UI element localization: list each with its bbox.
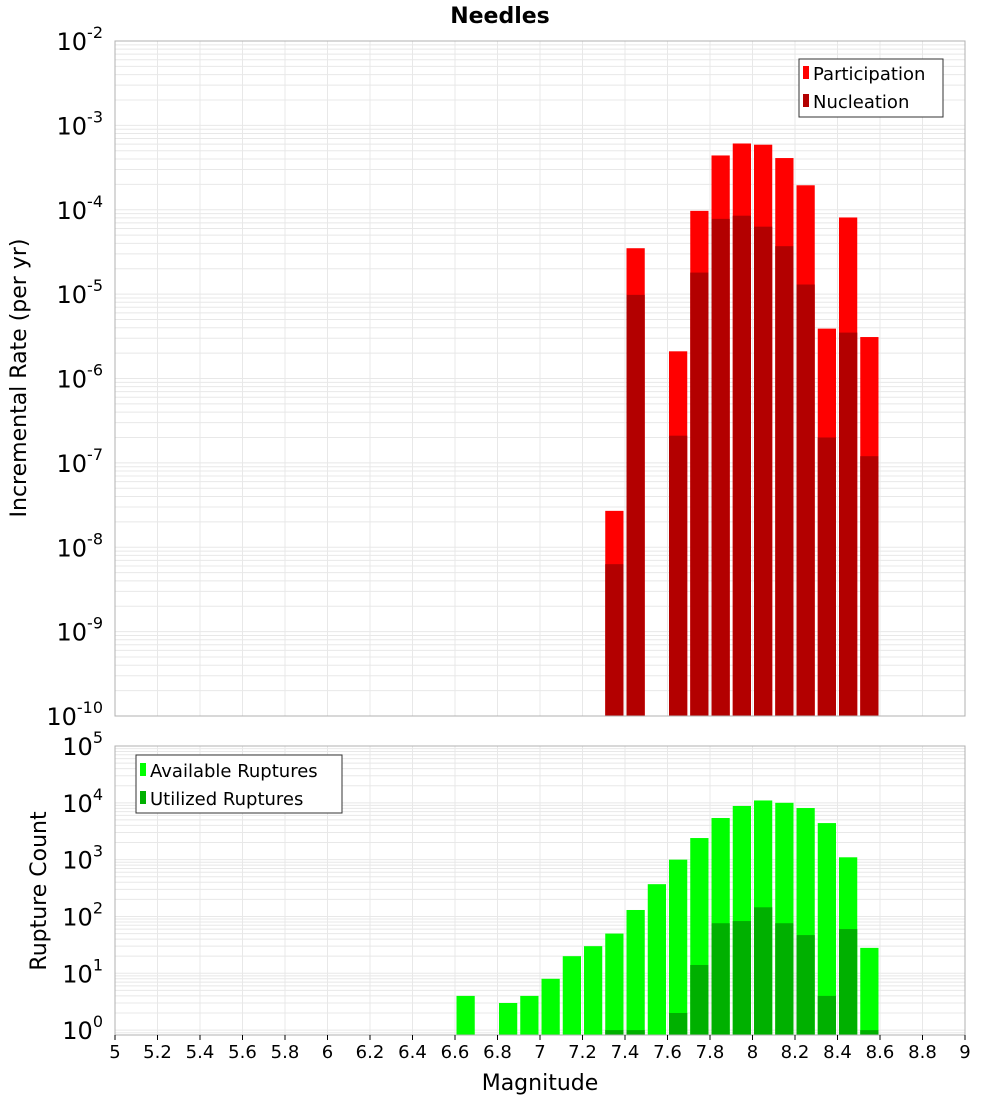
x-ticks: 5 5.2 5.4 5.6 5.8 6 6.2 6.4 6.6 6.8 7 7.2 7.4 7.6 7.8 8… <box>109 1035 971 1063</box>
legend-label-nucleation: Nucleation <box>813 92 909 113</box>
bottom-bar-available-ruptures <box>456 995 475 1035</box>
top-plot-frame <box>114 40 966 717</box>
x-tick-label: 5.2 <box>143 1042 172 1063</box>
bottom-bar-available-ruptures <box>499 1002 518 1035</box>
bottom-bar-utilized-ruptures <box>732 921 751 1035</box>
bottom-bar-available-ruptures <box>541 978 560 1035</box>
bottom-bar-utilized-ruptures <box>690 964 709 1035</box>
x-tick-label: 6.4 <box>398 1042 427 1063</box>
top-bar-nucleation <box>817 437 836 716</box>
bottom-bars <box>456 800 879 1035</box>
top-bar-nucleation <box>775 246 794 716</box>
top-bar-nucleation <box>605 564 624 716</box>
top-legend: Participation Nucleation <box>798 58 944 118</box>
top-bar-nucleation <box>711 218 730 716</box>
bottom-y-ticks: 105 104 103 102 101 100 <box>62 728 103 1045</box>
x-tick-label: 5.6 <box>228 1042 257 1063</box>
bottom-bar-utilized-ruptures <box>669 1012 688 1035</box>
bottom-y-tick-label: 101 <box>62 955 103 988</box>
bottom-y-tick-label: 102 <box>62 898 103 931</box>
legend-label-participation: Participation <box>813 64 925 85</box>
bottom-bar-available-ruptures <box>669 859 688 1035</box>
top-y-tick-label: 10-8 <box>57 529 104 562</box>
top-bar-nucleation <box>860 456 879 716</box>
bottom-bar-available-ruptures <box>605 933 624 1035</box>
bottom-bar-available-ruptures <box>562 956 581 1035</box>
top-y-tick-label: 10-6 <box>57 361 104 394</box>
x-tick-label: 7.4 <box>611 1042 640 1063</box>
x-tick-label: 5.4 <box>186 1042 215 1063</box>
bottom-bar-utilized-ruptures <box>839 929 858 1035</box>
bottom-bar-utilized-ruptures <box>817 995 836 1035</box>
top-y-tick-label: 10-2 <box>57 23 104 56</box>
x-tick-label: 6.6 <box>441 1042 470 1063</box>
legend-swatch-utilized <box>140 791 146 804</box>
top-y-ticks: 10-2 10-3 10-4 10-5 10-6 10-7 10-8 10-9 10-10 <box>46 23 103 731</box>
top-bar-nucleation <box>690 272 709 716</box>
x-tick-label: 6.2 <box>356 1042 385 1063</box>
bottom-bar-utilized-ruptures <box>796 935 815 1035</box>
bottom-y-tick-label: 105 <box>62 728 103 761</box>
top-bar-nucleation <box>732 215 751 717</box>
x-tick-label: 7 <box>534 1042 545 1063</box>
x-axis-label: Magnitude <box>482 1071 599 1096</box>
x-tick-label: 5 <box>109 1042 120 1063</box>
x-tick-label: 5.8 <box>271 1042 300 1063</box>
legend-label-utilized: Utilized Ruptures <box>150 789 303 810</box>
bottom-y-axis-label: Rupture Count <box>27 811 52 971</box>
bottom-bar-utilized-ruptures <box>605 1030 624 1035</box>
bottom-bar-available-ruptures <box>626 909 645 1035</box>
x-tick-label: 6.8 <box>483 1042 512 1063</box>
bottom-bar-available-ruptures <box>584 946 603 1035</box>
bottom-bar-utilized-ruptures <box>775 923 794 1035</box>
top-y-tick-label: 10-9 <box>57 614 104 647</box>
top-bar-nucleation <box>754 226 773 716</box>
top-y-tick-label: 10-3 <box>57 107 104 140</box>
legend-swatch-available <box>140 763 146 776</box>
top-y-tick-label: 10-4 <box>57 192 104 225</box>
bottom-bar-utilized-ruptures <box>860 1030 879 1035</box>
x-tick-label: 8.8 <box>908 1042 937 1063</box>
bottom-legend: Available Ruptures Utilized Ruptures <box>135 754 343 814</box>
bottom-y-tick-label: 100 <box>62 1012 103 1045</box>
bottom-bar-available-ruptures <box>860 947 879 1035</box>
bottom-bar-utilized-ruptures <box>711 923 730 1035</box>
top-bars <box>605 143 879 717</box>
top-y-tick-label: 10-10 <box>46 698 103 731</box>
top-y-tick-label: 10-5 <box>57 276 104 309</box>
chart-title: Needles <box>450 4 550 29</box>
legend-swatch-participation <box>803 66 809 79</box>
bottom-bar-utilized-ruptures <box>754 907 773 1035</box>
x-tick-label: 7.6 <box>653 1042 682 1063</box>
bottom-y-tick-label: 103 <box>62 842 103 875</box>
x-tick-label: 8.2 <box>781 1042 810 1063</box>
bottom-bar-available-ruptures <box>817 823 836 1035</box>
x-tick-label: 8.6 <box>866 1042 895 1063</box>
x-tick-label: 8 <box>747 1042 758 1063</box>
x-tick-label: 7.2 <box>568 1042 597 1063</box>
top-bar-nucleation <box>626 294 645 716</box>
x-tick-label: 8.4 <box>823 1042 852 1063</box>
x-tick-label: 7.8 <box>696 1042 725 1063</box>
bottom-bar-available-ruptures <box>520 995 539 1035</box>
top-bar-nucleation <box>669 435 688 716</box>
top-bar-nucleation <box>839 332 858 716</box>
legend-swatch-nucleation <box>803 94 809 107</box>
x-tick-label: 9 <box>959 1042 970 1063</box>
top-bar-nucleation <box>796 284 815 716</box>
bottom-bar-utilized-ruptures <box>626 1030 645 1035</box>
legend-label-available: Available Ruptures <box>150 761 318 782</box>
top-y-tick-label: 10-7 <box>57 445 104 478</box>
top-y-axis-label: Incremental Rate (per yr) <box>7 239 32 518</box>
bottom-bar-available-ruptures <box>647 884 666 1035</box>
x-tick-label: 6 <box>322 1042 333 1063</box>
top-gridlines <box>114 41 966 717</box>
bottom-y-tick-label: 104 <box>62 785 103 818</box>
